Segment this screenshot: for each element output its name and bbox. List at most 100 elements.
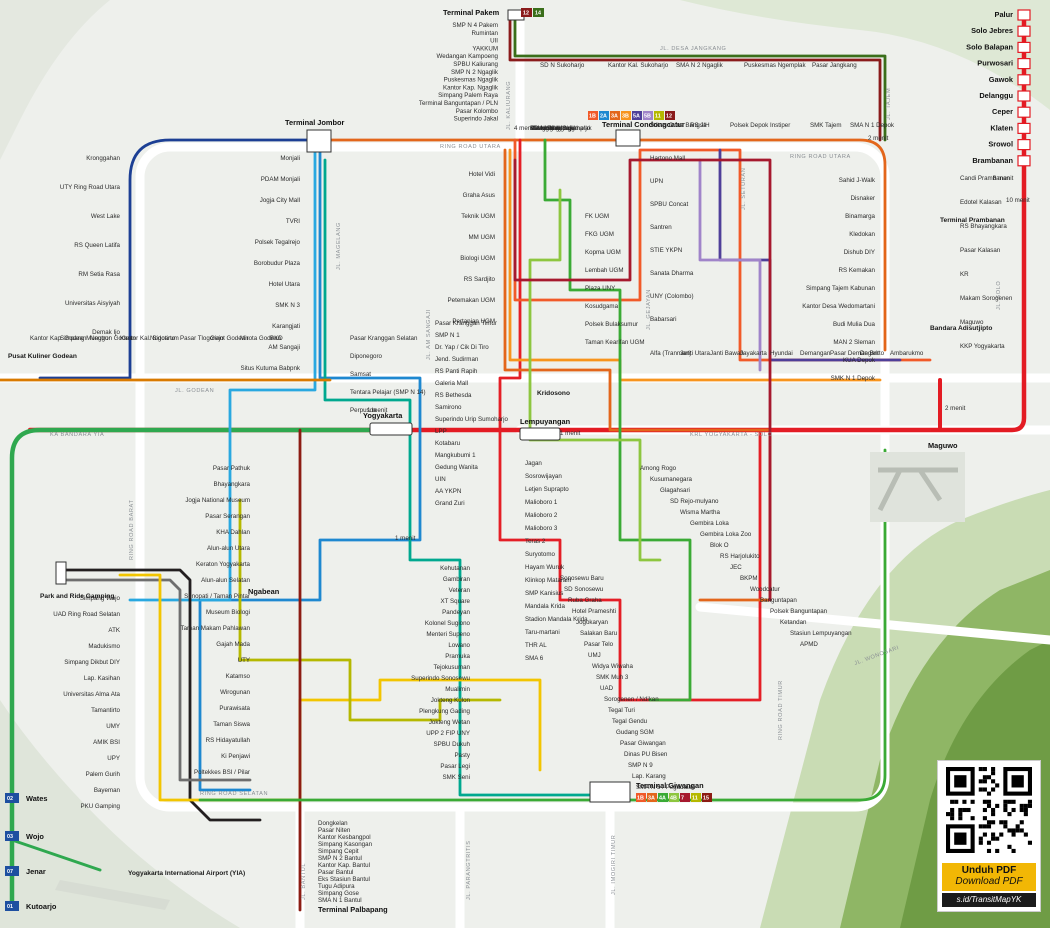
stop-ne-c-10: KUA Depok [843, 357, 876, 364]
stop-s-9: Museum Biologi [206, 609, 250, 616]
stop-ctr-b-7: Suryotomo [525, 551, 555, 558]
stop-s-11: Gajah Mada [216, 641, 250, 648]
stop-ne-0: Stikes Guna Bangsa [650, 122, 707, 129]
road-jl-solo: JL. SOLO [996, 281, 1002, 310]
stop-s-b-0: Kehutanan [440, 565, 470, 572]
route-badge-text: 2A [600, 114, 607, 120]
route-badge-text: 4A [659, 796, 666, 802]
stop-kal-b-1: FKG UGM [585, 231, 614, 238]
stop-s-b-10: Superindo Sonosewu [411, 675, 470, 682]
stop-north-b-5: Puskesmas Ngemplak [530, 125, 592, 132]
route-badge-text: 1B [589, 114, 596, 120]
stop-north-b-6: Pasar Jangkang [530, 125, 575, 132]
stop-ne-d-0: Candi Prambanan [960, 175, 1010, 182]
stop-ctr-13: UIN [435, 476, 446, 483]
note-prambanan-8: 8 menit [993, 175, 1014, 182]
stop-ne-4: SMK Tajem [810, 122, 842, 129]
stop-ctr-c-16: APMD [800, 641, 818, 648]
route-badge [636, 793, 646, 802]
stop-nw-b-6: Giant Godean [210, 335, 249, 342]
stop-s-b-17: Pasty [455, 752, 471, 759]
hub-yia: Yogyakarta International Airport (YIA) [128, 870, 245, 877]
stop-ctr-c-6: Gembira Loka Zoo [700, 531, 752, 538]
hub-park-ride: Park and Ride Gamping [40, 593, 114, 600]
stop-s-0: Pasar Pathuk [213, 465, 251, 472]
stop-ctr-12: Gedung Wanita [435, 464, 478, 471]
stop-s-d-5: Lap. Kasihan [84, 675, 121, 682]
stop-north-12: Superindo Jakal [454, 116, 498, 123]
road-jl-godean: JL. GODEAN [175, 388, 214, 394]
line-ring-south [198, 448, 887, 802]
rail-station-6: Ceper [992, 107, 1013, 116]
stop-s-13: Katamso [226, 673, 251, 680]
stop-s-b-9: Tejokusuman [434, 664, 471, 671]
stop-s-c-5: Salakan Baru [580, 630, 618, 637]
stop-ctr-b-13: Taru-martani [525, 629, 560, 636]
stop-ctr-c-4: Wisma Martha [680, 509, 720, 516]
stop-s-d-2: ATK [108, 627, 120, 634]
stop-ctr-b-14: THR AL [525, 642, 547, 649]
stop-ctr-6: RS Bethesda [435, 392, 472, 399]
stop-ctr-c-0: Among Rogo [640, 465, 677, 472]
route-badge-text: 5B [644, 114, 651, 120]
stop-mag-5: Borobudur Plaza [254, 260, 301, 267]
stop-mag-b-2: Samsat [350, 371, 371, 378]
stop-mag-b-0: Pasar Kranggan Selatan [350, 335, 418, 342]
rail-station-1: Solo Jebres [971, 26, 1013, 35]
stop-s-15: Purawisata [219, 705, 250, 712]
stop-s-b-7: Lowano [448, 642, 470, 649]
stop-bantul-7: Pasar Bantul [318, 869, 353, 876]
stop-ctr-c-1: Kusumanegara [650, 476, 693, 483]
left-station-3: Kutoarjo [26, 902, 57, 911]
svg-text:12: 12 [523, 11, 529, 17]
stop-s-c-14: Gudang SGM [616, 729, 654, 736]
left-station-badge [5, 866, 19, 876]
rail-station-0: Palur [995, 10, 1014, 19]
stop-ctr-15: Grand Zuri [435, 500, 465, 507]
stop-mag-4: Polsek Tegalrejo [255, 239, 301, 246]
stop-ctr-c-3: SD Rejo-mulyano [670, 498, 719, 505]
rail-station-marker [1017, 9, 1031, 21]
line-5B [698, 158, 762, 372]
download-link[interactable]: s.id/TransitMapYK [942, 893, 1036, 907]
left-station-0: Wates [26, 794, 48, 803]
stop-north-0: SMP N 4 Pakem [452, 22, 498, 29]
stop-ctr-c-12: Banguntapan [760, 597, 797, 604]
left-station-badge-text: 07 [7, 869, 13, 875]
stop-nw-6: Demak Ijo [92, 329, 120, 336]
road-kereta-solo: KRL YOGYAKARTA - SOLO [690, 432, 773, 438]
stop-s-c-12: Tegal Turi [608, 707, 635, 714]
line-1B [513, 138, 932, 362]
stop-s-6: Keraton Yogyakarta [196, 561, 251, 568]
route-badge [588, 111, 598, 120]
qr-code-icon[interactable] [946, 767, 1032, 853]
line-11 [238, 498, 502, 722]
road-jl-imogiri: JL. IMOGIRI TIMUR [611, 835, 617, 895]
stop-s-d-10: UPY [107, 755, 120, 762]
stop-ctr-b-15: SMA 6 [525, 655, 544, 662]
stop-s-d-8: UMY [106, 723, 120, 730]
right-rail-column: Palur Solo Jebres Solo Balapan Purwosari Gaw… [966, 9, 1031, 167]
stop-ne-e-2: Janti Bawah [710, 350, 744, 357]
stop-ctr-14: AA YKPN [435, 488, 461, 495]
stop-nw-b-0: Kantor Kap. Godean [30, 335, 87, 342]
stop-ne-b-3: Santren [650, 224, 672, 231]
stop-s-c-7: UMJ [588, 652, 601, 659]
stop-s-c-6: Pasar Telo [584, 641, 614, 648]
stop-kal-b-3: Lembah UGM [585, 267, 624, 274]
route-badge-text: 3B [622, 114, 629, 120]
stop-mag-7: SMK N 3 [275, 302, 300, 309]
rail-station-5: Delanggu [979, 91, 1013, 100]
stop-ctr-b-8: Hayam Wuruk [525, 564, 565, 571]
download-box[interactable]: Unduh PDF Download PDF [942, 863, 1036, 891]
rail-station-marker [1017, 139, 1031, 151]
stop-s-b-11: Mualimin [445, 686, 470, 693]
stop-north-c-4: Pasar Jangkang [812, 62, 857, 69]
stop-ne-c-8: Budi Mulia Dua [833, 321, 876, 328]
stop-s-b-12: Jokteng Kulon [431, 697, 471, 704]
stop-s-b-13: Plengkung Gading [419, 708, 470, 715]
stop-north-b-3: Kantor Kal. Sukoharjo [530, 125, 591, 132]
road-jl-magelang: JL. MAGELANG [336, 222, 342, 270]
